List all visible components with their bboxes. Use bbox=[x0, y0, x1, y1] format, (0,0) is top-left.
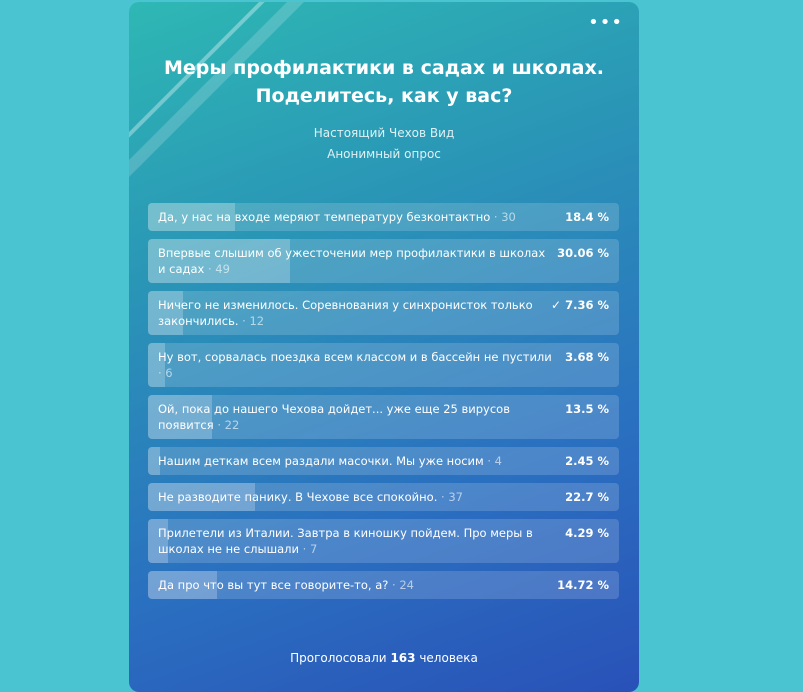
poll-option-count: · 6 bbox=[158, 366, 173, 380]
poll-option-percent-value: 3.68 % bbox=[565, 350, 609, 364]
poll-option-label: Ой, пока до нашего Чехова дойдет... уже … bbox=[158, 401, 555, 433]
checkmark-icon: ✓ bbox=[551, 298, 562, 312]
poll-option-text: Нашим деткам всем раздали масочки. Мы уж… bbox=[158, 454, 484, 468]
poll-option-bar bbox=[148, 291, 183, 335]
more-horizontal-icon[interactable]: ••• bbox=[588, 12, 623, 33]
poll-option-bar bbox=[148, 203, 235, 231]
poll-option-percent-value: 4.29 % bbox=[565, 526, 609, 540]
poll-option-count: · 7 bbox=[302, 542, 318, 556]
footer-suffix: человека bbox=[419, 651, 478, 665]
poll-option[interactable]: Ну вот, сорвалась поездка всем классом и… bbox=[148, 343, 619, 387]
poll-option-count: · 22 bbox=[217, 418, 240, 432]
poll-option-label: Впервые слышим об ужесточении мер профил… bbox=[158, 245, 547, 277]
poll-option-percent: 22.7 % bbox=[565, 489, 609, 505]
poll-option-count: · 30 bbox=[493, 210, 516, 224]
poll-option-percent: 13.5 % bbox=[565, 401, 609, 417]
poll-option-text: Не разводите панику. В Чехове все спокой… bbox=[158, 490, 438, 504]
poll-option-percent: 3.68 % bbox=[565, 349, 609, 365]
poll-option-count: · 12 bbox=[242, 314, 265, 328]
poll-option-label: Не разводите панику. В Чехове все спокой… bbox=[158, 489, 555, 505]
poll-option-percent-value: 14.72 % bbox=[557, 578, 609, 592]
poll-option-percent-value: 18.4 % bbox=[565, 210, 609, 224]
poll-option-label: Ну вот, сорвалась поездка всем классом и… bbox=[158, 349, 555, 381]
poll-type: Анонимный опрос bbox=[327, 147, 441, 161]
poll-option[interactable]: Да, у нас на входе меряют температуру бе… bbox=[148, 203, 619, 231]
poll-option[interactable]: Ой, пока до нашего Чехова дойдет... уже … bbox=[148, 395, 619, 439]
poll-meta: Настоящий Чехов Вид Анонимный опрос bbox=[129, 123, 639, 165]
poll-option-label: Да, у нас на входе меряют температуру бе… bbox=[158, 209, 555, 225]
poll-option-count: · 24 bbox=[392, 578, 414, 592]
poll-option[interactable]: Не разводите панику. В Чехове все спокой… bbox=[148, 483, 619, 511]
poll-option-bar bbox=[148, 343, 166, 387]
poll-title: Меры профилактики в садах и школах. Поде… bbox=[164, 57, 604, 107]
poll-option-text: Впервые слышим об ужесточении мер профил… bbox=[158, 246, 546, 276]
poll-option-percent-value: 13.5 % bbox=[565, 402, 609, 416]
poll-card: ••• Меры профилактики в садах и школах. … bbox=[129, 2, 639, 692]
poll-option-percent-value: 2.45 % bbox=[565, 454, 609, 468]
poll-option[interactable]: Ничего не изменилось. Соревнования у син… bbox=[148, 291, 619, 335]
poll-option-bar bbox=[148, 483, 255, 511]
poll-option-label: Нашим деткам всем раздали масочки. Мы уж… bbox=[158, 453, 555, 469]
poll-footer[interactable]: Проголосовали 163 человека bbox=[129, 651, 639, 665]
poll-option-text: Ну вот, сорвалась поездка всем классом и… bbox=[158, 350, 552, 364]
poll-option-percent-value: 7.36 % bbox=[565, 298, 609, 312]
poll-option[interactable]: Да про что вы тут все говорите-то, а? · … bbox=[148, 571, 619, 599]
poll-option-percent: 4.29 % bbox=[565, 525, 609, 541]
poll-option-text: Да, у нас на входе меряют температуру бе… bbox=[158, 210, 491, 224]
poll-option-percent: 14.72 % bbox=[557, 577, 609, 593]
poll-option-bar bbox=[148, 447, 160, 475]
poll-options: Да, у нас на входе меряют температуру бе… bbox=[148, 203, 619, 607]
poll-option-text: Прилетели из Италии. Завтра в киношку по… bbox=[158, 526, 533, 556]
footer-prefix: Проголосовали bbox=[290, 651, 387, 665]
poll-option-label: Прилетели из Италии. Завтра в киношку по… bbox=[158, 525, 555, 557]
poll-option-percent: 18.4 % bbox=[565, 209, 609, 225]
poll-option-bar bbox=[148, 519, 169, 563]
poll-option-percent: ✓ 7.36 % bbox=[551, 297, 609, 313]
poll-option[interactable]: Впервые слышим об ужесточении мер профил… bbox=[148, 239, 619, 283]
poll-option-label: Ничего не изменилось. Соревнования у син… bbox=[158, 297, 541, 329]
poll-option-percent-value: 30.06 % bbox=[557, 246, 609, 260]
poll-option-label: Да про что вы тут все говорите-то, а? · … bbox=[158, 577, 547, 593]
poll-option-percent-value: 22.7 % bbox=[565, 490, 609, 504]
poll-option-text: Да про что вы тут все говорите-то, а? bbox=[158, 578, 389, 592]
poll-option-text: Ой, пока до нашего Чехова дойдет... уже … bbox=[158, 402, 510, 432]
poll-author[interactable]: Настоящий Чехов Вид bbox=[313, 126, 455, 140]
poll-option-percent: 30.06 % bbox=[557, 245, 609, 261]
poll-option[interactable]: Нашим деткам всем раздали масочки. Мы уж… bbox=[148, 447, 619, 475]
poll-option[interactable]: Прилетели из Италии. Завтра в киношку по… bbox=[148, 519, 619, 563]
poll-option-count: · 49 bbox=[207, 262, 230, 276]
poll-option-bar bbox=[148, 395, 212, 439]
poll-option-bar bbox=[148, 239, 290, 283]
poll-option-count: · 37 bbox=[441, 490, 463, 504]
poll-option-count: · 4 bbox=[487, 454, 503, 468]
vote-count: 163 bbox=[390, 651, 416, 665]
poll-option-percent: 2.45 % bbox=[565, 453, 609, 469]
poll-option-text: Ничего не изменилось. Соревнования у син… bbox=[158, 298, 533, 328]
poll-option-bar bbox=[148, 571, 218, 599]
